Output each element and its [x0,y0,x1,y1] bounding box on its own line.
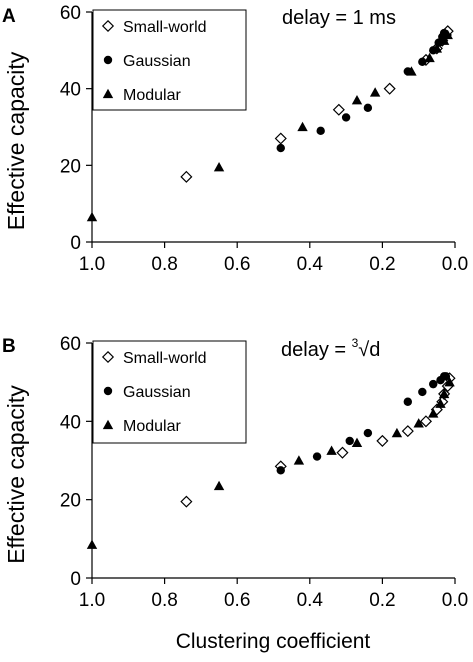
data-point [418,387,427,397]
y-tick-label: 0 [70,569,81,590]
legend-label: Gaussian [123,53,191,70]
delay-annotation: delay = 1 ms [282,7,396,29]
data-point [438,35,450,45]
data-point [351,437,363,448]
data-point [276,143,285,153]
x-tick-label: 0.2 [369,590,395,611]
data-point [401,425,414,438]
legend-marker [102,419,114,430]
x-tick-label: 0.0 [442,590,468,611]
y-tick-label: 0 [70,233,81,254]
data-point [424,52,435,63]
data-point [413,418,424,428]
series-gaussian [276,372,451,475]
data-point [383,82,396,95]
data-point [297,121,308,132]
data-point [276,466,285,475]
data-point [312,452,322,461]
y-tick-label: 40 [60,80,81,101]
data-point [444,376,455,387]
legend-marker [101,19,115,33]
data-point [438,388,450,399]
x-tick-label: 0.0 [442,254,468,275]
data-point [442,29,453,40]
x-tick-label: 0.4 [297,590,324,611]
legend-marker [101,350,115,364]
legend-label: Modular [123,87,181,104]
x-tick-label: 1.0 [79,590,105,611]
data-point [406,66,417,76]
y-axis-label: Effective capacity [3,51,29,230]
data-point [316,126,325,136]
data-point [86,539,98,549]
legend-label: Modular [123,418,181,435]
legend-box [92,9,247,111]
legend-label: Small-world [123,19,207,36]
data-point [180,495,193,508]
data-point [435,398,446,408]
data-point [369,87,381,97]
data-point [274,132,287,145]
legend-box [92,340,247,444]
panel-letter: A [2,6,16,27]
data-point [180,170,193,183]
legend-marker [103,386,113,396]
x-tick-label: 0.6 [224,590,250,611]
data-point [391,427,403,438]
y-axis-label: Effective capacity [3,385,29,564]
data-point [351,94,363,105]
data-point [403,397,413,406]
data-point [326,445,337,455]
panel-b: B 0 20 40 60 1.0 0.8 0.6 0.4 0.2 0.0 Effective capa… [2,334,468,653]
data-point [431,43,443,53]
data-point [363,103,373,113]
panel-letter: B [2,336,16,357]
y-tick-label: 40 [60,412,81,433]
y-tick-label: 20 [60,491,81,512]
delay-annotation: delay = 3√d [281,336,380,361]
series-modular [86,29,453,222]
y-tick-label: 20 [60,156,81,177]
x-tick-label: 1.0 [79,254,105,275]
y-tick-label: 60 [60,3,81,24]
legend-marker [102,88,114,99]
legend-marker [103,55,113,65]
data-point [363,428,373,438]
data-point [428,408,439,418]
panel-a: A 0 20 40 60 1.0 0.8 0.6 0.4 0.2 0.0 Effective capa… [2,3,468,275]
data-point [419,415,433,428]
y-tick-label: 60 [60,334,81,355]
x-tick-label: 0.4 [297,254,324,275]
legend-label: Small-world [123,350,207,367]
data-point [86,211,98,222]
data-point [341,113,351,122]
x-tick-label: 0.8 [151,254,177,275]
data-point [332,103,345,116]
series-modular [86,376,455,549]
x-tick-label: 0.6 [224,254,250,275]
data-point [213,162,225,172]
data-point [213,480,225,491]
legend-label: Gaussian [123,384,191,401]
data-point [376,434,389,447]
x-tick-label: 0.2 [369,254,395,275]
data-point [441,372,451,381]
data-point [345,436,354,446]
data-point [429,379,438,389]
data-point [293,455,305,465]
series-gaussian [276,28,449,153]
x-axis-label: Clustering coefficient [176,630,371,653]
x-tick-label: 0.8 [151,590,177,611]
data-point [418,57,427,67]
data-point [336,446,349,459]
